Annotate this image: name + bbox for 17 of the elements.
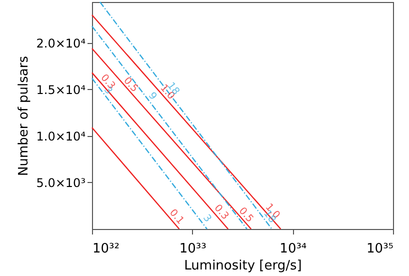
annotation: 3: [200, 212, 214, 225]
y-tick-label: 1.5×10⁴: [36, 82, 86, 97]
annotation: 0.5: [236, 206, 256, 225]
annotation: 0.1: [167, 207, 186, 227]
x-tick-label: 10³⁵: [366, 242, 394, 256]
x-tick-label: 10³³: [179, 242, 206, 256]
x-axis-title: Luminosity [erg/s]: [184, 258, 302, 274]
y-tick-label: 5.0×10³: [36, 176, 86, 190]
x-tick-label: 10³²: [92, 242, 120, 256]
y-tick-label: 2.0×10⁴: [36, 36, 86, 50]
y-tick-label: 1.0×10⁴: [36, 129, 86, 144]
x-tick-label: 10³⁴: [280, 242, 307, 256]
annotation: 0.5: [121, 75, 140, 94]
annotation: 3: [102, 84, 114, 97]
y-axis-title: Number of pulsars: [16, 56, 32, 176]
annotation: 0.3: [212, 202, 230, 222]
annotation: 9: [146, 90, 158, 102]
